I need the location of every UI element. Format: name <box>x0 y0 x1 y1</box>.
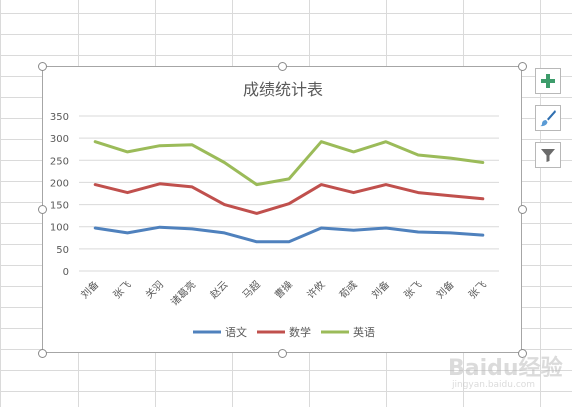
legend-label: 英语 <box>353 325 375 339</box>
y-tick-label: 350 <box>50 112 69 123</box>
chart-styles-button[interactable] <box>535 105 561 131</box>
resize-handle-top-middle[interactable] <box>278 62 287 71</box>
watermark: Baidu经验 jingyan.baidu.com <box>448 350 563 390</box>
x-tick-label: 张飞 <box>111 279 134 302</box>
y-tick-label: 150 <box>50 201 69 212</box>
resize-handle-middle-right[interactable] <box>518 205 527 214</box>
resize-handle-bottom-left[interactable] <box>38 349 47 358</box>
watermark-text: Baidu经验 <box>448 356 563 381</box>
x-tick-label: 许攸 <box>304 278 327 301</box>
y-tick-label: 200 <box>50 178 69 189</box>
x-tick-label: 赵云 <box>207 278 230 301</box>
x-tick-label: 张飞 <box>402 279 425 302</box>
resize-handle-bottom-right[interactable] <box>518 349 527 358</box>
series-line <box>93 225 485 244</box>
chart-title: 成绩统计表 <box>243 80 323 99</box>
series-line <box>93 182 485 215</box>
y-tick-label: 0 <box>63 267 69 278</box>
x-tick-label: 关羽 <box>143 278 166 301</box>
x-tick-label: 马超 <box>239 278 262 301</box>
x-tick-label: 刘备 <box>433 278 456 301</box>
resize-handle-bottom-middle[interactable] <box>278 349 287 358</box>
filter-icon <box>541 149 555 162</box>
resize-handle-middle-left[interactable] <box>38 205 47 214</box>
y-tick-label: 250 <box>50 156 69 167</box>
series-line <box>93 140 485 187</box>
resize-handle-top-right[interactable] <box>518 62 527 71</box>
chart-area[interactable]: 成绩统计表 0 50 100 150 200 250 300 350 刘备 张飞 关羽 诸葛亮 赵云 马超… <box>42 66 522 353</box>
x-tick-label: 刘备 <box>78 278 101 301</box>
x-tick-label: 荀彧 <box>336 278 359 301</box>
x-tick-label: 刘备 <box>369 278 392 301</box>
chart-elements-button[interactable] <box>535 68 561 94</box>
plus-icon <box>541 74 555 88</box>
legend-label: 语文 <box>225 325 247 339</box>
brush-icon <box>540 110 556 127</box>
chart-filters-button[interactable] <box>535 142 561 168</box>
watermark-subtext: jingyan.baidu.com <box>452 380 536 390</box>
x-tick-label: 张飞 <box>466 279 489 302</box>
resize-handle-top-left[interactable] <box>38 62 47 71</box>
y-tick-label: 300 <box>50 134 69 145</box>
y-tick-label: 100 <box>50 223 69 234</box>
x-tick-label: 诸葛亮 <box>168 278 198 308</box>
y-tick-label: 50 <box>56 245 69 256</box>
x-tick-label: 曹操 <box>272 278 295 301</box>
legend-label: 数学 <box>289 325 311 339</box>
